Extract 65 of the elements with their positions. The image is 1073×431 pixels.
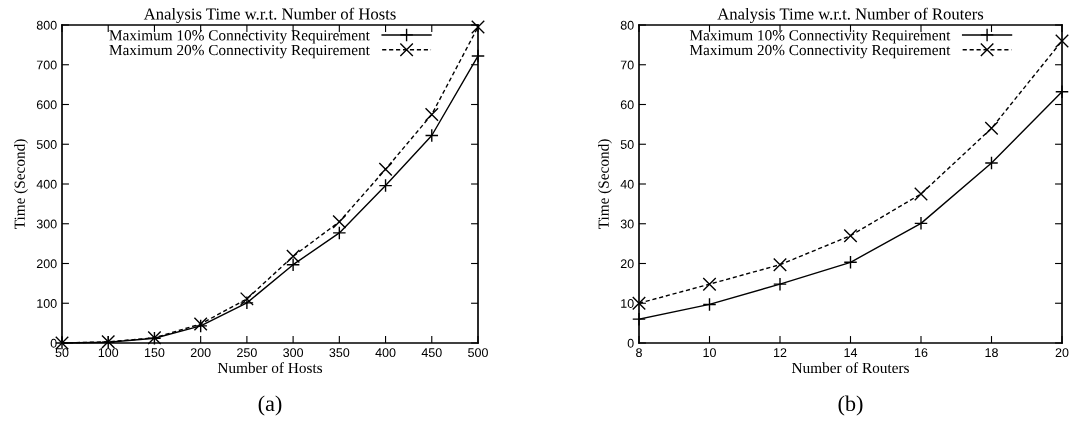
- y-tick-label: 0: [50, 338, 57, 348]
- point: [239, 291, 254, 306]
- y-axis-title: Time (Second): [598, 139, 612, 230]
- y-tick-label: 80: [620, 20, 634, 30]
- point: [773, 257, 787, 272]
- point: [914, 186, 928, 201]
- x-tick-label: 300: [283, 348, 304, 358]
- y-axis-title: Time (Second): [14, 139, 28, 230]
- y-tick-label: 600: [36, 100, 57, 110]
- x-tick-label: 8: [636, 348, 642, 358]
- x-tick-label: 500: [468, 348, 488, 358]
- x-tick-label: 150: [144, 348, 165, 358]
- y-tick-label: 60: [620, 100, 634, 110]
- point: [332, 225, 347, 240]
- legend-label: Maximum 10% Connectivity Requirement: [689, 30, 951, 44]
- point: [702, 277, 717, 292]
- x-tick-label: 20: [1055, 348, 1069, 358]
- x-tick-label: 200: [190, 348, 211, 358]
- legend-label: Maximum 20% Connectivity Requirement: [109, 44, 370, 59]
- x-tick-label: 350: [329, 348, 350, 358]
- y-tick-label: 300: [36, 219, 57, 229]
- x-tick-label: 400: [375, 348, 396, 358]
- y-tick-label: 20: [620, 259, 634, 269]
- point: [702, 297, 717, 312]
- y-tick-label: 700: [36, 60, 57, 70]
- y-tick-label: 400: [36, 179, 57, 189]
- y-tick-label: 50: [620, 140, 634, 149]
- point: [378, 162, 393, 177]
- point: [984, 155, 999, 170]
- y-tick-label: 10: [621, 299, 634, 308]
- point: [843, 228, 858, 243]
- text: (a): [258, 395, 282, 416]
- x-tick-label: 10: [703, 348, 716, 358]
- x-tick-label: 450: [421, 348, 442, 358]
- y-tick-label: 100: [37, 299, 57, 308]
- y-tick-label: 0: [627, 338, 634, 348]
- x-tick-label: 12: [774, 348, 787, 357]
- point: [424, 107, 439, 122]
- x-axis-title: Number of Routers: [791, 362, 909, 374]
- chart-title: Analysis Time w.r.t. Number of Routers: [717, 7, 984, 24]
- x-tick-label: 14: [844, 348, 858, 357]
- point: [843, 255, 858, 270]
- point: [424, 128, 439, 143]
- text: (b): [838, 395, 863, 416]
- y-tick-label: 500: [36, 140, 57, 149]
- y-tick-label: 200: [36, 259, 57, 269]
- point: [632, 296, 646, 311]
- point: [378, 178, 393, 193]
- legend-label: Maximum 20% Connectivity Requirement: [689, 44, 951, 59]
- x-tick-label: 16: [915, 348, 928, 358]
- x-tick-label: 100: [98, 348, 119, 358]
- point: [471, 20, 485, 34]
- point: [1055, 33, 1069, 48]
- x-tick-label: 50: [55, 348, 69, 358]
- x-axis-title: Number of Hosts: [217, 362, 323, 374]
- point: [984, 121, 999, 136]
- y-tick-label: 40: [620, 179, 634, 189]
- point: [332, 214, 347, 229]
- x-tick-label: 18: [985, 348, 998, 358]
- x-tick-label: 250: [237, 348, 257, 358]
- y-tick-label: 800: [36, 20, 57, 30]
- chart-title: Analysis Time w.r.t. Number of Hosts: [143, 7, 396, 24]
- y-tick-label: 70: [620, 60, 634, 70]
- y-tick-label: 30: [620, 219, 634, 229]
- legend-label: Maximum 10% Connectivity Requirement: [109, 30, 370, 44]
